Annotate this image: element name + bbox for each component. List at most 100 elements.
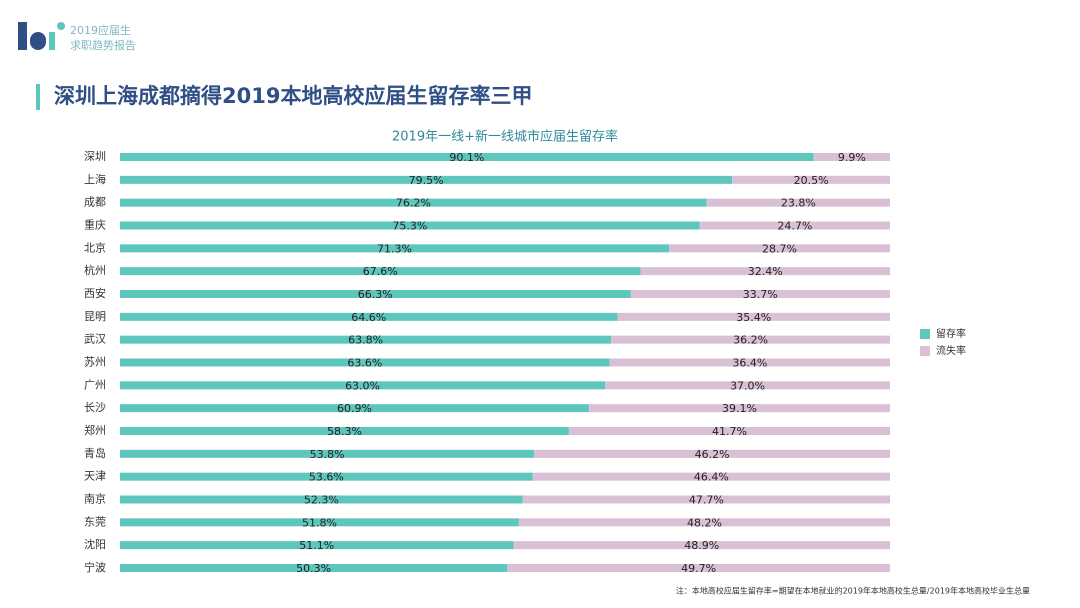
logo-text: 求职趋势报告 [70,38,136,52]
y-tick-label: 昆明 [84,310,106,323]
bar-segment [120,221,700,230]
bar-segment [640,267,890,276]
page-title: 深圳上海成都摘得2019本地高校应届生留存率三甲 [54,84,532,108]
bar-segment [568,427,890,435]
y-tick-label: 长沙 [84,401,106,414]
data-label: 35.4% [736,311,771,324]
data-label: 46.4% [694,471,729,484]
logo [18,22,65,50]
legend-swatch [920,329,930,339]
y-tick-label: 广州 [84,378,106,391]
bar-segment [120,244,670,253]
data-label: 51.1% [299,539,334,552]
bar-segment [617,312,890,321]
legend-swatch [920,346,930,356]
bar-segment [532,472,890,481]
data-label: 39.1% [722,402,757,415]
bar-segment [120,335,612,344]
logo-mark [18,22,27,50]
bar-segment [120,153,814,161]
y-tick-label: 东莞 [84,515,106,528]
bar-segment [605,381,890,390]
data-label: 71.3% [377,242,412,255]
chart-title: 2019年一线+新一线城市应届生留存率 [392,129,618,145]
bar-segment [120,564,508,572]
data-label: 32.4% [748,265,783,278]
y-tick-label: 成都 [84,196,106,209]
data-label: 9.9% [838,151,866,164]
data-label: 76.2% [396,197,431,210]
data-label: 24.7% [777,220,812,233]
y-tick-label: 青岛 [84,446,106,460]
data-label: 53.6% [309,471,344,484]
bar-segment [611,335,890,344]
bar-segment [120,267,641,276]
bar-segment [120,198,707,207]
data-label: 64.6% [351,311,386,324]
y-tick-label: 深圳 [84,150,106,163]
data-label: 67.6% [363,265,398,278]
bar-segment [120,449,535,458]
y-tick-label: 北京 [84,240,106,254]
data-label: 63.6% [347,357,382,370]
legend-label: 留存率 [936,327,966,340]
data-label: 53.8% [310,448,345,461]
data-label: 75.3% [392,220,427,233]
bar-segment [518,518,890,527]
bar-segment [120,358,610,367]
data-label: 20.5% [794,174,829,187]
footnote: 注：本地高校应届生留存率=期望在本地就业的2019年本地高校生总量/2019年本… [676,586,1030,596]
y-tick-label: 苏州 [84,356,106,369]
data-label: 28.7% [762,242,797,255]
data-label: 48.9% [684,539,719,552]
data-label: 51.8% [302,516,337,529]
bar-segment [588,404,890,413]
data-label: 46.2% [695,448,730,461]
data-label: 63.8% [348,334,383,347]
y-tick-label: 郑州 [84,423,106,437]
bar-segment [120,427,569,435]
y-tick-label: 沈阳 [84,537,106,551]
bar-segment [669,244,890,253]
bar-segment [813,153,890,161]
bar-segment [120,175,733,184]
bar-segment [120,541,514,550]
data-label: 49.7% [681,562,716,575]
data-label: 41.7% [712,425,747,438]
bar-segment [120,518,519,527]
data-label: 48.2% [687,516,722,529]
bar-segment [120,312,618,321]
bar-segment [534,449,890,458]
title-accent [36,84,40,110]
y-tick-label: 上海 [84,172,106,186]
data-label: 47.7% [689,494,724,507]
y-tick-label: 南京 [84,492,106,506]
bar-segment [699,221,890,230]
bar-segment [609,358,890,367]
data-label: 79.5% [409,174,444,187]
data-label: 52.3% [304,494,339,507]
logo-mark [49,32,55,50]
data-label: 33.7% [743,288,778,301]
legend-label: 流失率 [936,344,966,357]
data-label: 36.4% [732,357,767,370]
data-label: 58.3% [327,425,362,438]
bar-segment [630,290,890,298]
y-tick-label: 天津 [84,470,106,483]
bar-segment [120,472,533,481]
data-label: 23.8% [781,197,816,210]
data-label: 63.0% [345,379,380,392]
y-tick-label: 西安 [84,286,106,300]
bar-segment [120,290,631,298]
y-tick-label: 宁波 [84,560,106,574]
bar-segment [120,404,589,413]
data-label: 36.2% [733,334,768,347]
data-label: 66.3% [358,288,393,301]
bar-segment [120,381,606,390]
y-tick-label: 杭州 [84,263,106,277]
data-label: 37.0% [730,379,765,392]
logo-mark [57,22,65,30]
y-tick-label: 重庆 [84,218,106,232]
